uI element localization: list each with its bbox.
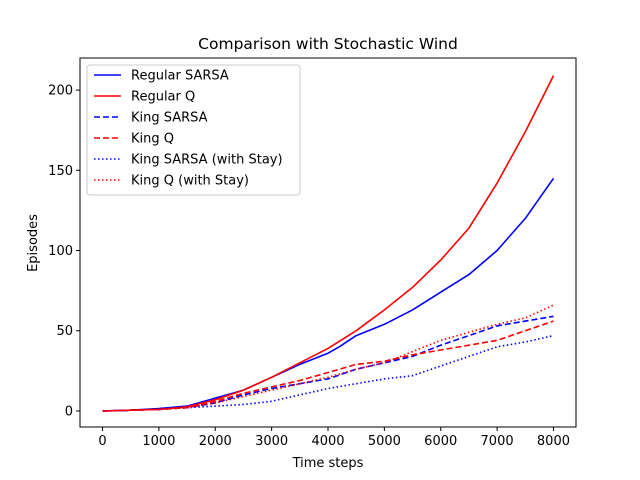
legend-entry-label: Regular SARSA <box>131 69 229 84</box>
legend: Regular SARSA Regular Q King SARSA King Q Ki… <box>86 64 301 196</box>
y-axis: 0 50 100 150 200 <box>48 84 80 419</box>
y-axis-label: Episodes <box>26 214 41 272</box>
legend-entry-label: King SARSA (with Stay) <box>131 153 283 168</box>
legend-entry-label: King SARSA <box>131 111 208 126</box>
x-axis-label: Time steps <box>292 456 364 471</box>
x-tick-label: 7000 <box>481 434 514 449</box>
series-line-3 <box>102 315 554 412</box>
x-tick-label: 2000 <box>199 434 232 449</box>
legend-entry-label: King Q <box>131 132 174 147</box>
x-tick-label: 3000 <box>255 434 288 449</box>
y-tick-label: 100 <box>48 244 73 259</box>
x-tick-label: 8000 <box>537 434 570 449</box>
x-tick-label: 4000 <box>311 434 344 449</box>
series-lines <box>102 75 555 412</box>
y-tick-label: 200 <box>48 84 73 99</box>
series-line-6 <box>102 304 554 412</box>
x-tick-label: 1000 <box>142 434 175 449</box>
series-line-4 <box>102 320 554 412</box>
x-tick-label: 6000 <box>424 434 457 449</box>
y-tick-label: 0 <box>65 404 73 419</box>
legend-box <box>86 64 301 196</box>
chart-title: Comparison with Stochastic Wind <box>198 35 458 53</box>
x-tick-label: 0 <box>98 434 106 449</box>
legend-entry-label: King Q (with Stay) <box>131 174 249 189</box>
x-axis: 0 1000 2000 3000 4000 5000 6000 7000 8000 <box>98 427 570 449</box>
y-tick-label: 150 <box>48 164 73 179</box>
series-line-1 <box>102 177 555 412</box>
y-tick-label: 50 <box>56 324 73 339</box>
legend-entry-label: Regular Q <box>131 90 195 105</box>
x-tick-label: 5000 <box>368 434 401 449</box>
